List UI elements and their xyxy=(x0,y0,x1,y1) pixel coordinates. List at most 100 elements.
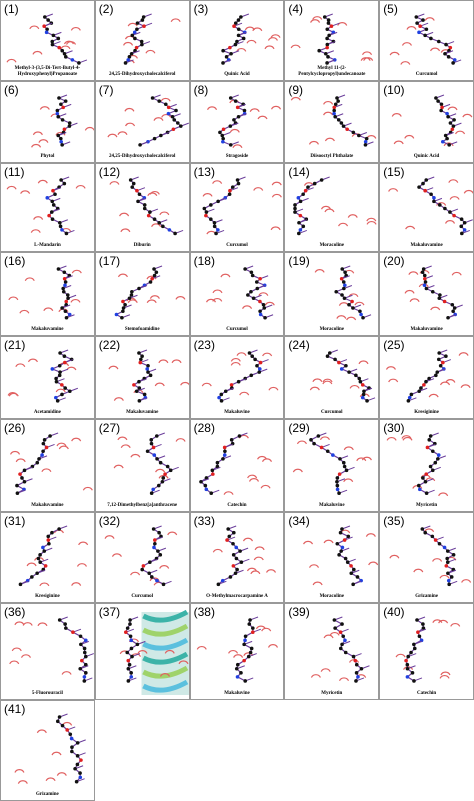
atom xyxy=(231,530,236,535)
molecule-diagram xyxy=(104,525,178,587)
contact-arc xyxy=(41,468,52,473)
atom xyxy=(444,564,449,568)
molecule-diagram xyxy=(315,265,372,321)
atom xyxy=(55,719,60,724)
contact-arc xyxy=(293,468,304,473)
contact-arc xyxy=(65,41,77,45)
contact-arc xyxy=(309,564,320,568)
contact-arc xyxy=(60,45,71,50)
contact-arc xyxy=(82,486,93,491)
atom xyxy=(57,618,62,622)
atom xyxy=(42,24,46,28)
atom xyxy=(451,61,456,65)
contact-arc xyxy=(389,554,400,559)
molecule-diagram xyxy=(404,265,464,320)
atom xyxy=(301,224,306,229)
compound-name: Phytol xyxy=(40,154,55,159)
contact-arc xyxy=(321,668,332,672)
atom xyxy=(239,560,243,564)
contact-arc xyxy=(430,47,441,52)
atom xyxy=(216,395,221,400)
atom xyxy=(233,21,238,25)
atom xyxy=(436,99,441,103)
atom xyxy=(134,27,139,32)
atom xyxy=(332,618,337,622)
compound-name: Quinic Acid xyxy=(224,72,250,77)
contact-arc xyxy=(104,535,115,539)
atom xyxy=(215,199,220,204)
atom xyxy=(437,351,442,355)
contact-arc xyxy=(178,660,189,665)
atom xyxy=(67,121,72,125)
contact-arc xyxy=(8,296,19,301)
atom xyxy=(134,389,139,394)
atom xyxy=(354,679,359,683)
molecule-diagram xyxy=(7,349,79,403)
contact-arc xyxy=(323,101,334,105)
contact-arc xyxy=(158,565,170,569)
compound-name: Acetamidine xyxy=(33,410,61,415)
ribbon xyxy=(142,651,189,665)
molecule-diagram xyxy=(386,349,471,403)
atom xyxy=(171,127,175,132)
atom xyxy=(229,383,233,387)
atom xyxy=(250,273,255,278)
atom xyxy=(337,553,342,557)
contact-arc xyxy=(325,137,336,142)
contact-arc xyxy=(386,366,397,370)
panel: (26) Makaluvamine xyxy=(0,419,95,512)
atom xyxy=(447,582,452,587)
atom xyxy=(231,564,235,568)
panel-label: (41) xyxy=(4,702,26,716)
contact-arc xyxy=(389,51,400,56)
atom xyxy=(423,188,428,193)
atom xyxy=(160,479,164,484)
contact-arc xyxy=(14,621,25,626)
atom xyxy=(358,379,363,384)
atom xyxy=(63,280,68,284)
atom xyxy=(217,130,222,135)
contact-arc xyxy=(419,270,430,274)
atom xyxy=(62,127,67,132)
atom xyxy=(43,15,47,19)
contact-arc xyxy=(26,562,37,567)
atom xyxy=(129,51,134,56)
atom xyxy=(79,758,83,762)
panel-label: (4) xyxy=(288,2,304,16)
atom xyxy=(241,658,246,663)
atom xyxy=(234,556,238,561)
atom xyxy=(297,231,302,236)
atom xyxy=(304,188,308,193)
atom xyxy=(446,560,450,564)
contact-arc xyxy=(339,677,350,682)
atom xyxy=(168,468,173,473)
atom xyxy=(78,771,82,775)
contact-arc xyxy=(455,130,466,135)
atom xyxy=(160,224,165,229)
molecule-diagram xyxy=(114,265,186,320)
contact-arc xyxy=(20,654,32,658)
contact-arc xyxy=(271,193,282,198)
contact-arc xyxy=(229,128,240,133)
atom xyxy=(412,679,416,683)
atom xyxy=(152,217,157,221)
atom xyxy=(67,312,72,317)
contact-arc xyxy=(147,192,158,197)
contact-arc xyxy=(356,457,367,462)
atom xyxy=(65,293,70,297)
contact-arc xyxy=(55,131,66,136)
molecule-diagram xyxy=(389,525,472,587)
atom xyxy=(242,267,247,271)
contact-arc xyxy=(158,474,169,479)
contact-arc xyxy=(170,18,181,23)
atom xyxy=(132,36,137,41)
panel: (6) Phytol xyxy=(0,81,95,163)
atom xyxy=(84,638,88,643)
atom xyxy=(62,270,67,275)
atom xyxy=(438,293,442,297)
atom xyxy=(128,178,133,182)
atom xyxy=(148,280,153,284)
atom xyxy=(235,105,240,110)
contact-arc xyxy=(14,769,25,773)
